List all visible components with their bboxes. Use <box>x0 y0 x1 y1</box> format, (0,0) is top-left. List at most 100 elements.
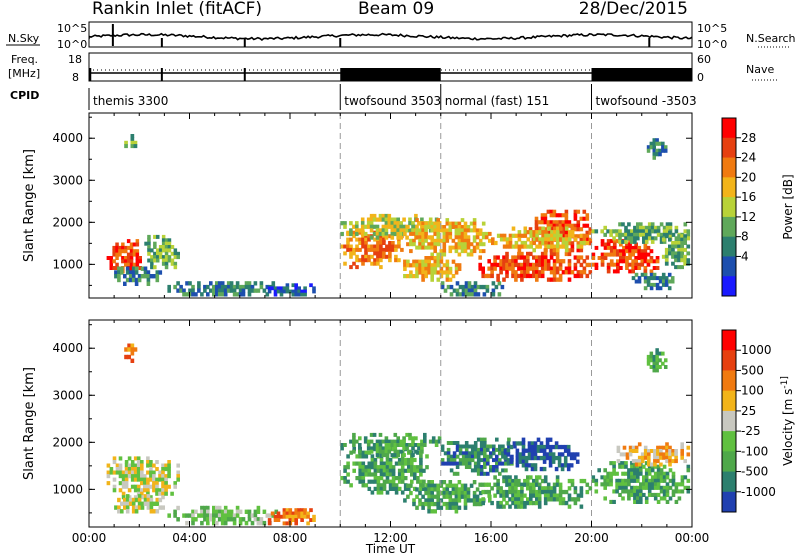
echo-region-10 <box>478 475 593 509</box>
colorbar-frame <box>721 329 737 513</box>
echo-region-6 <box>340 432 442 458</box>
nsky-frame <box>88 21 693 48</box>
beam-title: Beam 09 <box>358 0 435 19</box>
echo-region-16 <box>631 272 675 291</box>
echo-region-9 <box>403 256 462 282</box>
ytick-label-1: 2000 <box>52 215 83 229</box>
freq-block-2 <box>591 68 692 81</box>
date-title: 28/Dec/2015 <box>578 0 688 19</box>
echo-region-18 <box>661 230 691 270</box>
freq-label-unit: [MHz] <box>8 67 40 80</box>
colorbar-swatch-7 <box>722 471 736 493</box>
colorbar-label-2: 20 <box>741 170 756 184</box>
ytick-label-0: 1000 <box>52 257 83 271</box>
echo-region-12 <box>616 442 691 467</box>
colorbar-title-main: Velocity [m s <box>781 389 795 466</box>
nsky-tick-bottom-right: 10^0 <box>697 38 727 51</box>
panel-frame <box>88 319 693 528</box>
nsky-tick-bottom: 10^0 <box>57 38 87 51</box>
freq-tick-18: 18 <box>68 53 82 66</box>
echo-region-7 <box>403 480 492 514</box>
station-title: Rankin Inlet (fitACF) <box>92 0 263 19</box>
echo-region-1 <box>144 234 180 270</box>
ytick-label-3: 4000 <box>52 341 83 355</box>
xtick-label-1: 04:00 <box>172 531 207 545</box>
freq-label-top: Freq. <box>11 53 38 66</box>
xtick-label-4: 16:00 <box>474 531 509 545</box>
nsky-label: N.Sky <box>8 32 40 45</box>
echo-region-9 <box>503 437 580 472</box>
power-colorbar: 28 24 20 16 12 8 4 Power [dB] <box>721 117 795 297</box>
colorbar-label-0: 28 <box>741 131 756 145</box>
echo-region-11 <box>591 461 691 504</box>
echo-region-8 <box>403 218 492 257</box>
colorbar-title: Power [dB] <box>781 174 795 239</box>
ylabel: Slant Range [km] <box>22 367 37 480</box>
echo-region-10 <box>440 281 505 297</box>
scatter-cells <box>106 343 691 526</box>
colorbar-swatch-1 <box>722 137 736 159</box>
colorbar-swatch-5 <box>722 216 736 238</box>
nave-tick-60: 60 <box>697 53 711 66</box>
velocity-panel: 1000 2000 3000 4000 Slant Range [km] <box>22 319 693 528</box>
echo-region-17 <box>646 138 668 160</box>
colorbar-swatch-5 <box>722 431 736 452</box>
colorbar-swatch-6 <box>722 236 736 257</box>
xtick-label-6: 00:00 <box>675 531 710 545</box>
echo-region-11 <box>478 251 593 282</box>
colorbar-label-7: -1000 <box>741 485 776 499</box>
cpid-segment-3: twofsound -3503 <box>596 94 697 108</box>
echo-region-13 <box>491 226 590 253</box>
ytick-label-2: 3000 <box>52 388 83 402</box>
colorbar-label-5: -100 <box>741 444 768 458</box>
nsky-trace-group <box>89 24 692 47</box>
colorbar-swatch-8 <box>722 491 736 513</box>
colorbar-swatch-7 <box>722 256 736 277</box>
nsky-tick-top-right: 10^5 <box>697 22 727 35</box>
echo-region-3 <box>167 281 276 297</box>
cpid-segment-0: themis 3300 <box>93 94 168 108</box>
ytick-label-0: 1000 <box>52 482 83 496</box>
colorbar-swatch-2 <box>722 157 736 178</box>
axis-labels: 00:00 04:00 08:00 12:00 16:00 20:00 00:00 Time … <box>72 531 710 554</box>
xtick-label-5: 20:00 <box>574 531 609 545</box>
echo-region-5 <box>124 134 138 149</box>
xtick-label-0: 00:00 <box>72 531 107 545</box>
echo-region-2 <box>167 505 279 526</box>
echo-region-0 <box>106 456 180 500</box>
colorbar-swatch-4 <box>722 197 736 218</box>
echo-region-14 <box>591 239 660 274</box>
colorbar-label-6: 4 <box>741 249 749 263</box>
colorbar-label-3: 16 <box>741 190 756 204</box>
xtick-label-2: 08:00 <box>273 531 308 545</box>
nave-tick-0: 0 <box>697 71 704 84</box>
panel-frame <box>88 112 693 299</box>
ytick-label-1: 2000 <box>52 435 83 449</box>
colorbar-swatch-1 <box>722 350 736 371</box>
nsky-tick-top: 10^5 <box>57 22 87 35</box>
xtick-label-3: 12:00 <box>373 531 408 545</box>
xlabel: Time UT <box>365 542 416 554</box>
nsearch-label: N.Search <box>746 32 796 45</box>
colorbar-label-1: 24 <box>741 151 756 165</box>
echo-region-15 <box>591 222 691 244</box>
colorbar-swatch-3 <box>722 177 736 198</box>
nave-label: Nave <box>746 63 774 76</box>
cpid-segment-2: normal (fast) 151 <box>445 94 549 108</box>
colorbar-swatch-6 <box>722 451 736 473</box>
freq-tick-8: 8 <box>72 71 79 84</box>
freq-block-1 <box>340 68 441 81</box>
colorbar-swatch-0 <box>722 330 736 351</box>
colorbar-label-1: 500 <box>741 363 764 377</box>
power-panel: 1000 2000 3000 4000 Slant Range [km] <box>22 112 693 299</box>
colorbar-title-exponent: -1] <box>780 376 790 389</box>
scatter-cells <box>106 134 691 297</box>
colorbar-swatch-8 <box>722 276 736 297</box>
nsky-trace <box>89 32 692 42</box>
colorbar-label-0: 1000 <box>741 343 772 357</box>
ytick-label-3: 4000 <box>52 131 83 145</box>
ytick-label-2: 3000 <box>52 173 83 187</box>
colorbar-label-6: -500 <box>741 465 768 479</box>
cpid-label: CPID <box>10 89 39 102</box>
